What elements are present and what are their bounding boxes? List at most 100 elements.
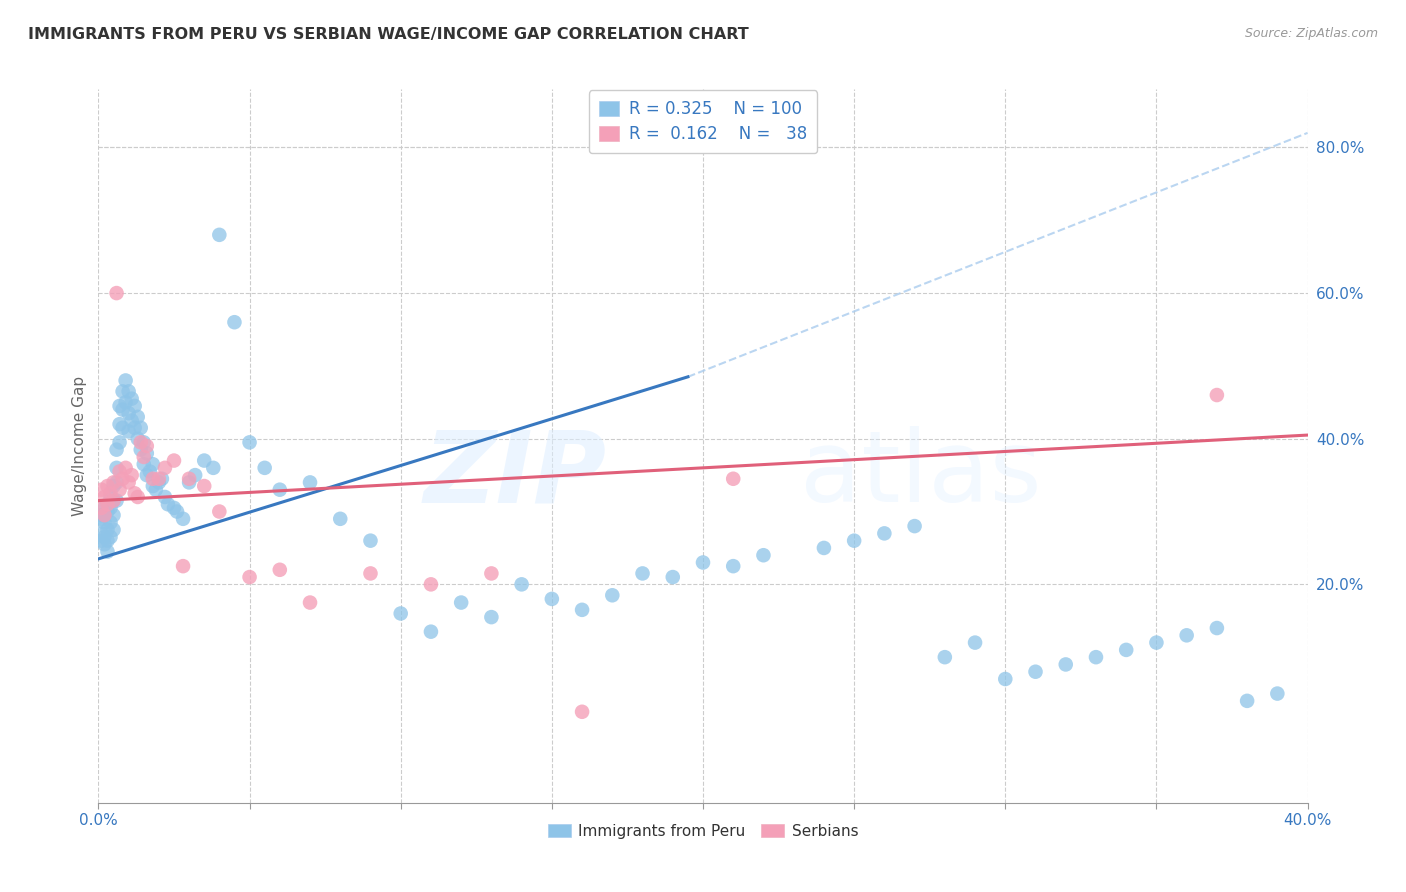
Point <box>103 523 125 537</box>
Point <box>420 577 443 591</box>
Text: Source: ZipAtlas.com: Source: ZipAtlas.com <box>1244 27 1378 40</box>
Point <box>179 475 201 490</box>
Point <box>96 544 118 558</box>
Point <box>111 402 134 417</box>
Point <box>118 425 141 439</box>
Point <box>1267 687 1289 701</box>
Point <box>124 486 146 500</box>
Point <box>193 479 215 493</box>
Point <box>166 504 188 518</box>
Point <box>873 526 896 541</box>
Point <box>103 508 125 523</box>
Point <box>124 421 146 435</box>
Point <box>124 399 146 413</box>
Point <box>135 468 157 483</box>
Point <box>299 596 322 610</box>
Point <box>132 457 155 471</box>
Point <box>105 442 128 457</box>
Point <box>100 486 122 500</box>
Text: ZIP: ZIP <box>423 426 606 523</box>
Point <box>90 508 112 523</box>
Point <box>269 563 291 577</box>
Point <box>631 566 654 581</box>
Point <box>253 460 276 475</box>
Point <box>129 435 152 450</box>
Point <box>1206 388 1229 402</box>
Point <box>184 468 207 483</box>
Point <box>142 479 165 493</box>
Point <box>93 516 115 530</box>
Point <box>1054 657 1077 672</box>
Point <box>108 417 131 432</box>
Y-axis label: Wage/Income Gap: Wage/Income Gap <box>72 376 87 516</box>
Point <box>1085 650 1108 665</box>
Point <box>111 472 134 486</box>
Point <box>96 533 118 548</box>
Point <box>1206 621 1229 635</box>
Point <box>360 533 382 548</box>
Point <box>105 286 128 301</box>
Point <box>723 559 745 574</box>
Point <box>269 483 291 497</box>
Point <box>193 453 215 467</box>
Point <box>994 672 1017 686</box>
Point <box>90 512 112 526</box>
Point <box>96 497 118 511</box>
Point <box>135 439 157 453</box>
Point <box>571 705 593 719</box>
Point <box>602 588 624 602</box>
Point <box>145 483 167 497</box>
Point <box>118 406 141 420</box>
Point <box>571 603 593 617</box>
Point <box>481 610 503 624</box>
Point <box>142 457 165 471</box>
Point <box>481 566 503 581</box>
Point <box>1236 694 1258 708</box>
Point <box>139 465 162 479</box>
Point <box>127 490 149 504</box>
Point <box>108 483 131 497</box>
Point <box>105 460 128 475</box>
Point <box>723 472 745 486</box>
Point <box>540 591 562 606</box>
Point <box>1024 665 1046 679</box>
Point <box>93 530 115 544</box>
Point <box>93 500 115 515</box>
Point <box>148 472 170 486</box>
Point <box>93 490 115 504</box>
Point <box>132 450 155 464</box>
Point <box>360 566 382 581</box>
Point <box>142 472 165 486</box>
Point <box>510 577 533 591</box>
Point <box>90 500 112 515</box>
Point <box>96 504 118 518</box>
Point <box>118 475 141 490</box>
Point <box>420 624 443 639</box>
Point <box>127 432 149 446</box>
Point <box>114 460 136 475</box>
Point <box>208 504 231 518</box>
Point <box>93 508 115 523</box>
Point <box>111 421 134 435</box>
Point <box>1115 643 1137 657</box>
Text: atlas: atlas <box>800 426 1042 523</box>
Point <box>389 607 412 621</box>
Legend: Immigrants from Peru, Serbians: Immigrants from Peru, Serbians <box>541 818 865 845</box>
Point <box>103 493 125 508</box>
Point <box>100 530 122 544</box>
Point <box>224 315 246 329</box>
Point <box>329 512 352 526</box>
Point <box>103 493 125 508</box>
Point <box>692 556 714 570</box>
Text: IMMIGRANTS FROM PERU VS SERBIAN WAGE/INCOME GAP CORRELATION CHART: IMMIGRANTS FROM PERU VS SERBIAN WAGE/INC… <box>28 27 749 42</box>
Point <box>156 497 179 511</box>
Point <box>148 475 170 490</box>
Point <box>111 384 134 399</box>
Point <box>132 435 155 450</box>
Point <box>118 384 141 399</box>
Point <box>239 435 262 450</box>
Point <box>96 479 118 493</box>
Point <box>179 472 201 486</box>
Point <box>103 479 125 493</box>
Point <box>114 395 136 409</box>
